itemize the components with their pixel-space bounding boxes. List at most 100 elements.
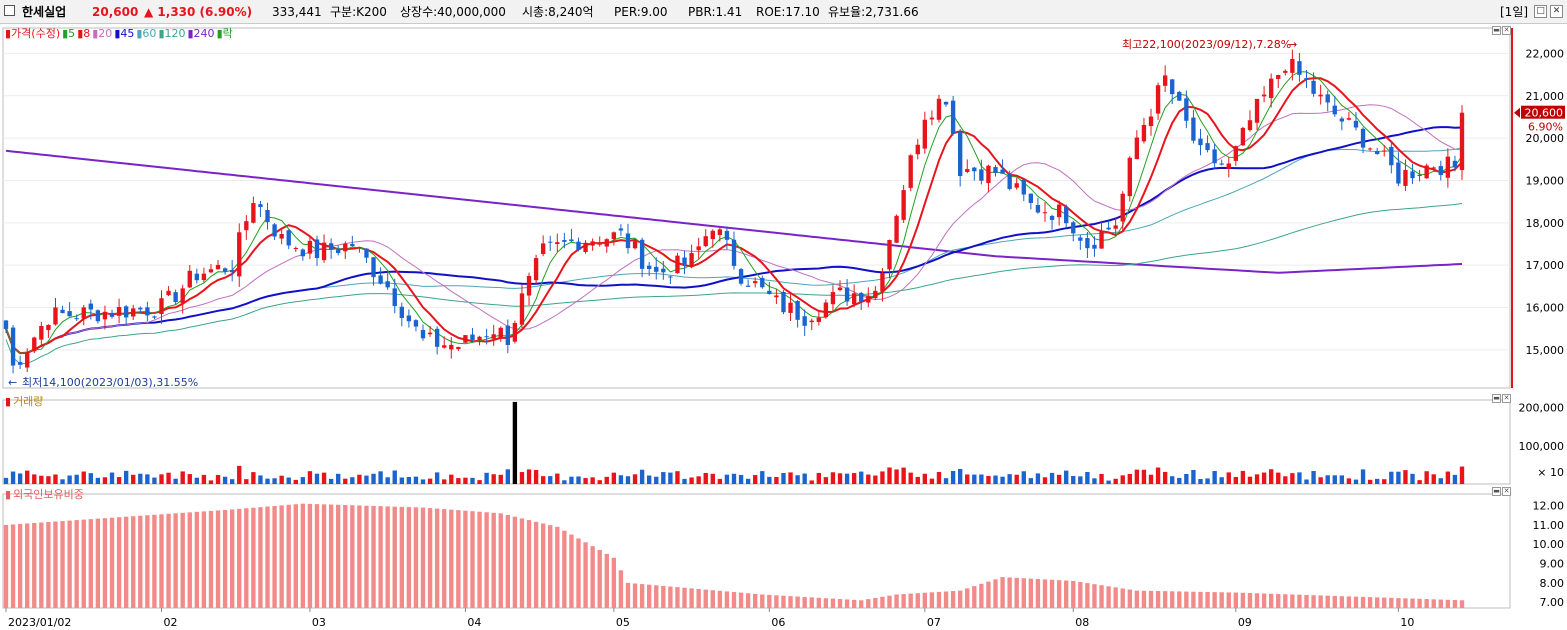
volume-bar (929, 478, 935, 484)
foreign-ratio-bar (703, 589, 708, 608)
foreign-ratio-bar (1438, 599, 1443, 608)
foreign-close-button[interactable]: ✕ (1502, 487, 1511, 496)
market-cap: 시총:8,240억 (522, 5, 594, 19)
volume-bar (781, 473, 786, 484)
volume-close-button[interactable]: ✕ (1502, 394, 1511, 403)
candle-body (1177, 91, 1182, 101)
foreign-minimize-button[interactable]: ▬ (1492, 487, 1501, 496)
foreign-ratio-bar (336, 504, 341, 608)
restore-button[interactable]: □ (1534, 5, 1547, 18)
foreign-ratio-bar (46, 522, 51, 608)
candle-body (1212, 149, 1217, 164)
volume-bar (1297, 472, 1302, 484)
foreign-ratio-bar (201, 511, 207, 608)
candle-body (668, 276, 673, 278)
price-legend-item[interactable]: ▮가격(수정) (5, 27, 61, 40)
close-button[interactable]: ✕ (1550, 5, 1563, 18)
price-tick-label: 18,000 (1526, 217, 1565, 230)
foreign-ratio-bar (717, 590, 723, 608)
volume-bar (10, 471, 16, 484)
candle-body (512, 322, 518, 342)
candle-body (265, 210, 270, 223)
candle-body (1389, 146, 1394, 166)
foreign-ratio-bar (1375, 597, 1380, 608)
pbr-value: PBR:1.41 (688, 5, 743, 19)
x-tick-label: 07 (927, 616, 941, 629)
panel-frame (2, 399, 1511, 485)
foreign-ratio-bar (385, 506, 390, 608)
foreign-ratio-bar (830, 598, 836, 608)
foreign-ratio-bar (32, 522, 37, 608)
volume-bar (1431, 474, 1436, 484)
foreign-ratio-bar (993, 579, 998, 608)
foreign-ratio-bar (60, 521, 65, 608)
foreign-legend-label: 외국인보유비중 (13, 488, 84, 501)
foreign-ratio-bar (986, 581, 991, 608)
candle-body (731, 239, 737, 266)
volume-bar (1120, 475, 1125, 484)
candle-body (1042, 212, 1048, 214)
price-legend-item[interactable]: ▮락 (216, 27, 233, 40)
candle-body (936, 98, 942, 120)
volume-bar (774, 477, 779, 484)
volume-bar (180, 471, 185, 484)
foreign-ratio-bar (1155, 591, 1161, 608)
candle-body (46, 324, 51, 331)
volume-bar (336, 473, 341, 484)
panel-minimize-button[interactable]: ▬ (1492, 26, 1501, 35)
foreign-ratio-bar (618, 570, 624, 608)
chart-area[interactable]: 22,000 21,000 20,000 19,000 18,000 17,000 16,0… (0, 24, 1567, 630)
panel-close-button[interactable]: ✕ (1502, 26, 1511, 35)
foreign-ratio-bar (328, 504, 334, 608)
period-selector[interactable]: [1일] (1500, 5, 1529, 19)
volume-bar (760, 471, 765, 484)
candle-body (463, 335, 468, 343)
candle-body (887, 239, 892, 270)
foreign-ratio-bar (10, 524, 16, 608)
candle-body (745, 285, 751, 287)
candle-body (1148, 116, 1154, 127)
candle-body (138, 307, 143, 310)
candle-body (131, 308, 136, 317)
volume-bar (470, 477, 475, 484)
foreign-ratio-bar (625, 582, 631, 608)
volume-bar (81, 471, 86, 484)
foreign-ratio-bar (1134, 590, 1140, 608)
candle-body (258, 204, 263, 208)
last-price-badge (1521, 105, 1565, 119)
candle-body (413, 320, 419, 327)
price-legend-item[interactable]: ▮120 (158, 27, 186, 40)
foreign-ratio-bar (1056, 580, 1062, 608)
foreign-ratio-bar (1276, 593, 1281, 608)
foreign-ratio-bar (1007, 577, 1012, 608)
candle-body (1120, 193, 1125, 222)
stock-name[interactable]: 한세실업 (22, 5, 67, 19)
foreign-ratio-bar (131, 516, 136, 608)
foreign-ratio-bar (1233, 592, 1239, 608)
volume-bar (1339, 475, 1345, 484)
candle-body (993, 166, 998, 174)
foreign-ratio-bar (1318, 595, 1323, 608)
candle-body (922, 119, 928, 149)
price-legend-item[interactable]: ▮20 (92, 27, 113, 40)
low-price-note: 최저14,100(2023/01/03),31.55% (22, 376, 199, 389)
volume-bar (1360, 469, 1366, 484)
candle-body (901, 190, 906, 220)
foreign-ratio-bar (286, 504, 291, 608)
volume-bar (689, 477, 694, 484)
price-legend-item[interactable]: ▮5 (62, 27, 76, 40)
x-tick-label: 03 (312, 616, 326, 629)
price-legend-item[interactable]: ▮45 (114, 27, 135, 40)
foreign-ratio-bar (767, 594, 772, 608)
candle-body (1170, 79, 1175, 95)
volume-bar (131, 474, 136, 484)
foreign-ratio-bar (908, 593, 913, 608)
volume-bar (647, 475, 652, 484)
price-legend-item[interactable]: ▮240 (187, 27, 215, 40)
volume-bar (1042, 477, 1048, 484)
price-legend-item[interactable]: ▮60 (136, 27, 157, 40)
select-checkbox[interactable] (4, 5, 15, 16)
volume-minimize-button[interactable]: ▬ (1492, 394, 1501, 403)
candle-body (17, 362, 23, 365)
price-legend-item[interactable]: ▮8 (77, 27, 91, 40)
